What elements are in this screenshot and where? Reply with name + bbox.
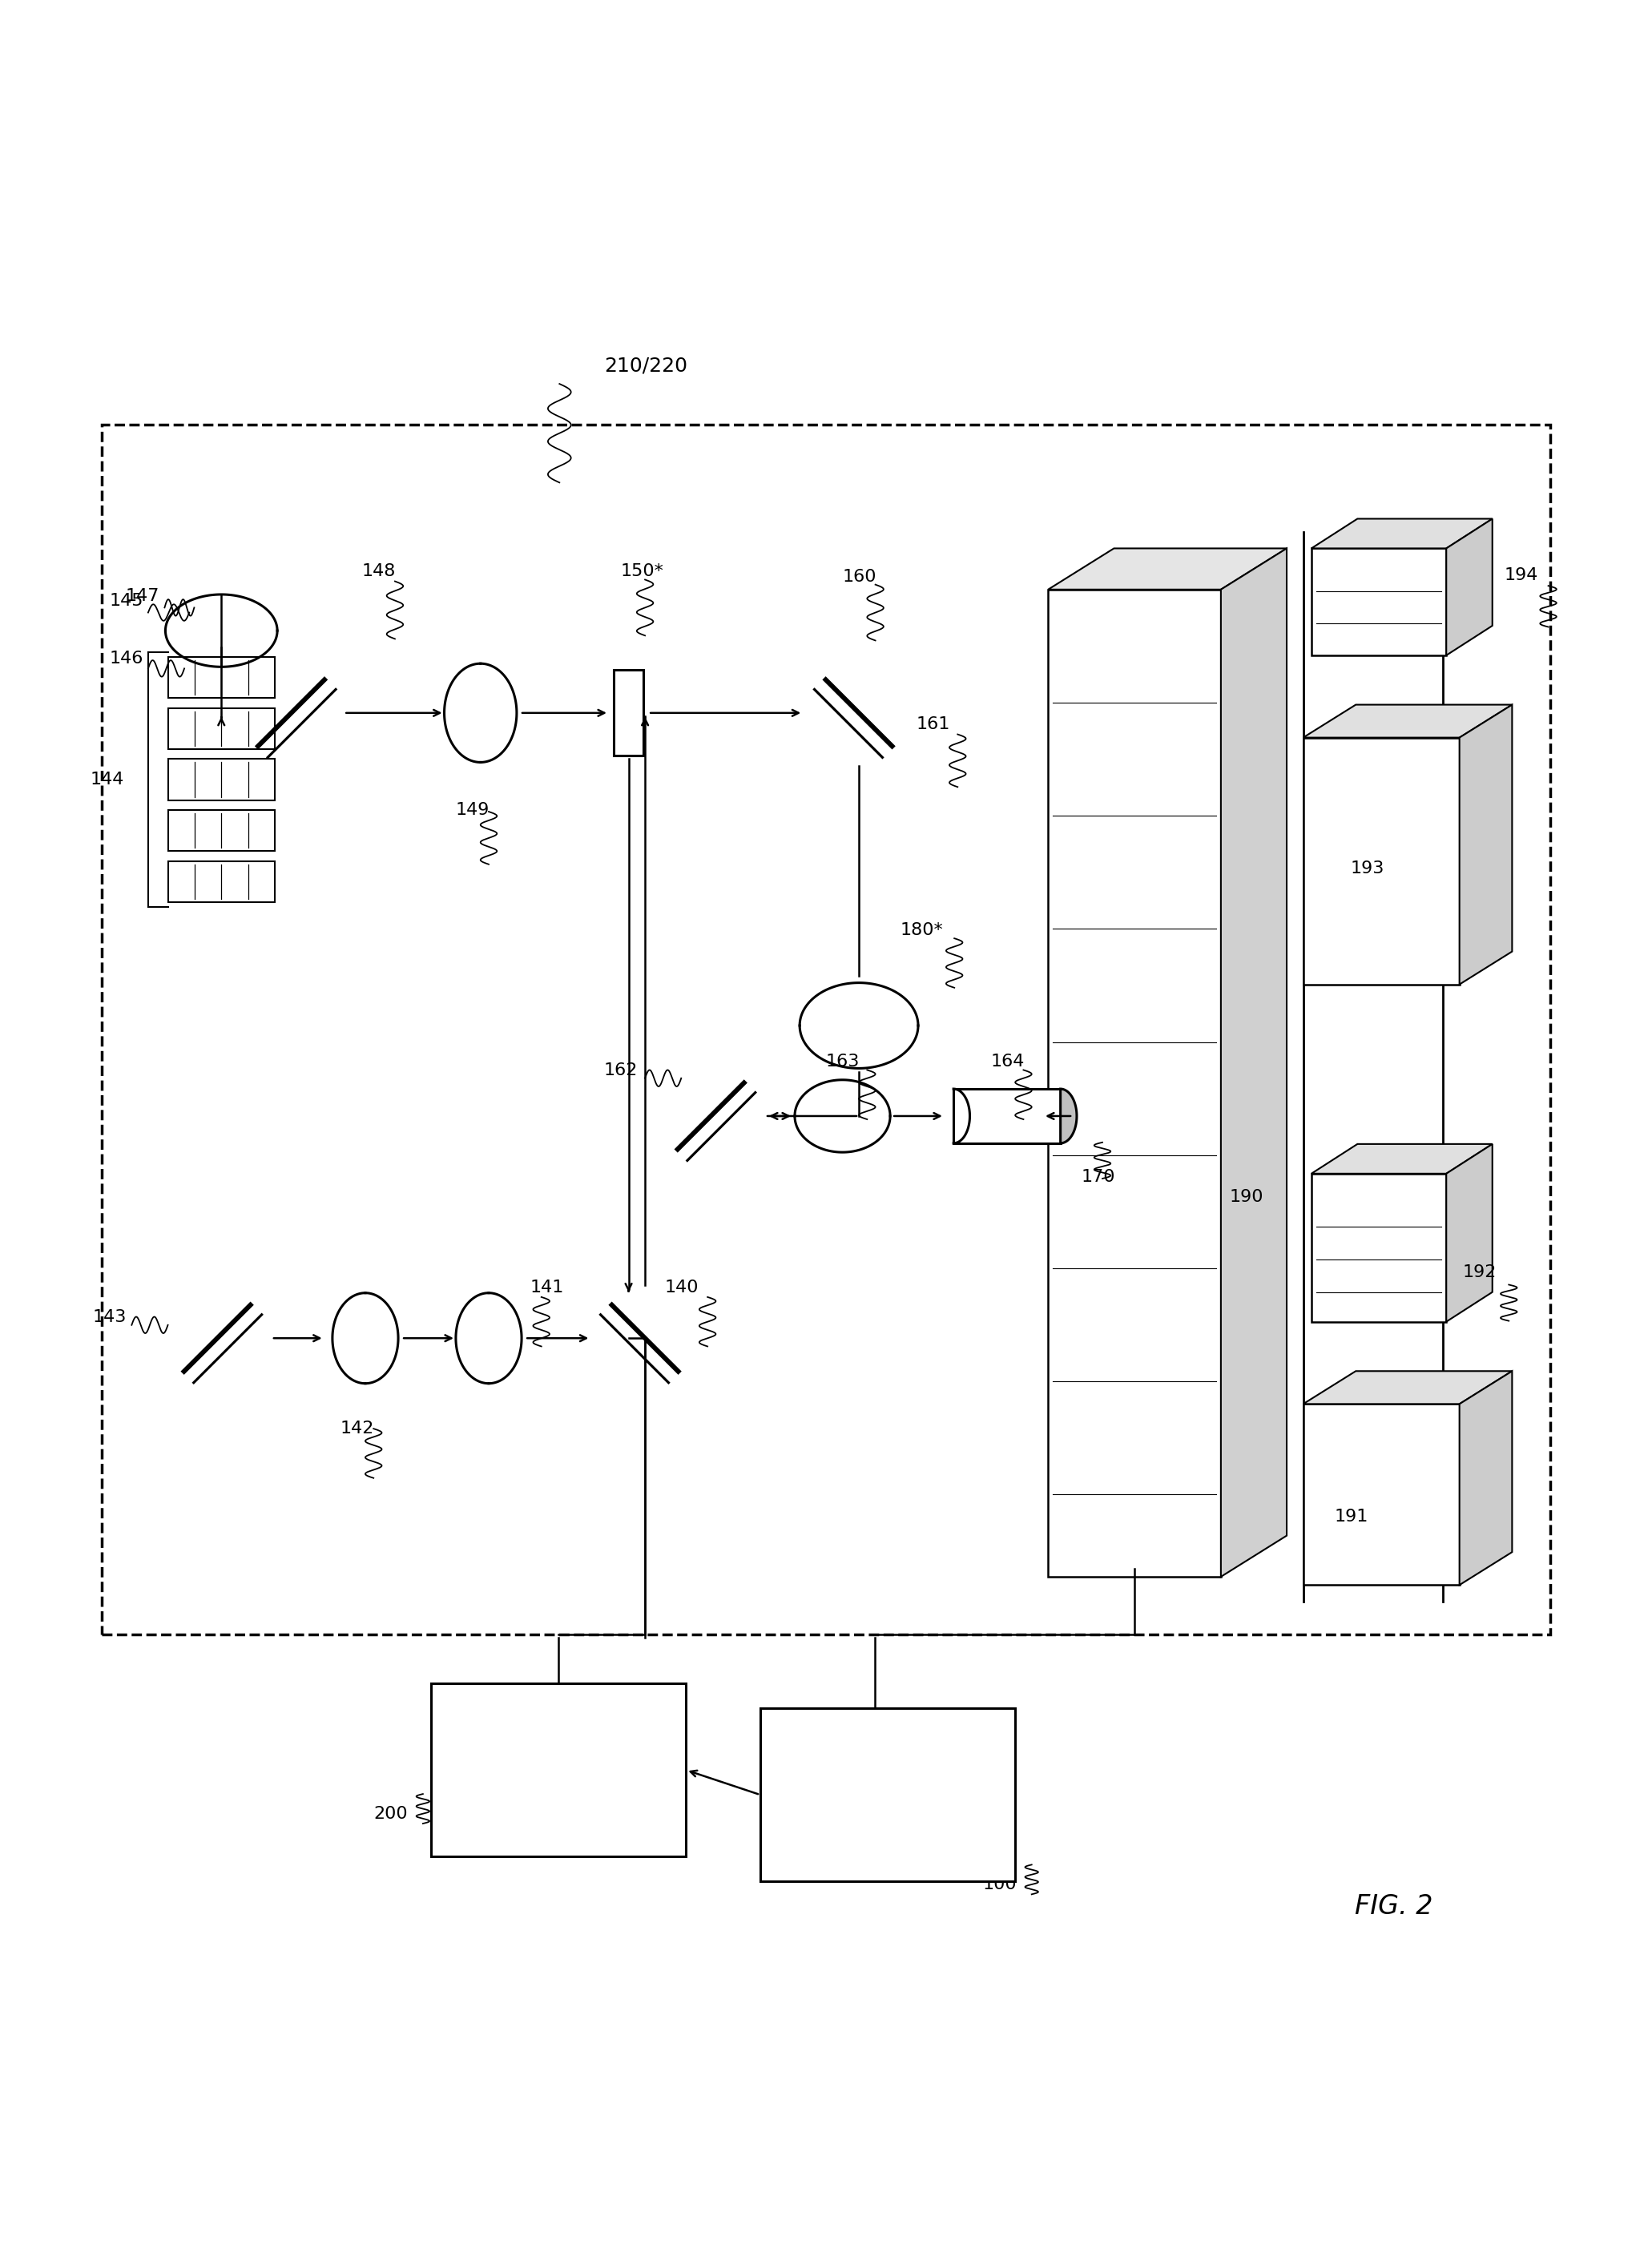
Bar (169, 811, 274, 852)
Polygon shape (1047, 548, 1287, 589)
Polygon shape (1459, 1370, 1512, 1586)
Text: 163: 163 (826, 1053, 861, 1069)
Bar (169, 861, 274, 901)
Text: 144: 144 (89, 772, 124, 788)
Bar (953, 1089, 1061, 1144)
Text: 210/220: 210/220 (605, 356, 687, 376)
Polygon shape (1459, 704, 1512, 985)
Text: 142: 142 (340, 1420, 373, 1436)
Text: 190: 190 (1229, 1189, 1264, 1205)
Text: 164: 164 (991, 1053, 1024, 1069)
Text: 194: 194 (1503, 569, 1538, 584)
Text: FIG. 2: FIG. 2 (1355, 1894, 1432, 1921)
Text: 180*: 180* (900, 922, 943, 938)
Bar (1047, 589, 1221, 1576)
Text: 140: 140 (664, 1280, 699, 1296)
Polygon shape (1221, 548, 1287, 1576)
Polygon shape (1061, 1089, 1077, 1144)
Bar (760, 1708, 1016, 1882)
Text: 147: 147 (126, 589, 160, 605)
Bar (615, 670, 643, 757)
Text: BEAM
DIRECTING
ARRANGEMENT: BEAM DIRECTING ARRANGEMENT (497, 1744, 621, 1796)
Polygon shape (1312, 519, 1492, 548)
Text: 200: 200 (373, 1805, 408, 1821)
Text: 160: 160 (843, 569, 877, 584)
Polygon shape (1446, 1144, 1492, 1323)
Bar (102, 426, 1550, 1635)
Bar (169, 709, 274, 750)
Polygon shape (1303, 704, 1512, 738)
Bar (169, 657, 274, 698)
Text: 100: 100 (983, 1878, 1016, 1894)
Bar (431, 1683, 686, 1857)
Text: 145: 145 (109, 593, 144, 609)
Bar (1312, 548, 1446, 655)
Text: 170: 170 (1080, 1169, 1115, 1185)
Text: 193: 193 (1350, 861, 1384, 877)
Bar (1303, 1404, 1459, 1585)
Polygon shape (1303, 1370, 1512, 1404)
Text: 191: 191 (1335, 1508, 1368, 1524)
Text: 143: 143 (93, 1309, 127, 1325)
Polygon shape (1446, 519, 1492, 655)
Text: PROCESSING
ARRANGEMENT: PROCESSING ARRANGEMENT (826, 1778, 950, 1812)
Bar (1312, 1173, 1446, 1323)
Text: 161: 161 (917, 716, 950, 732)
Text: 162: 162 (605, 1062, 638, 1078)
Text: 148: 148 (362, 564, 396, 580)
Text: 150*: 150* (621, 564, 664, 580)
Bar (1303, 738, 1459, 985)
Bar (169, 759, 274, 800)
Text: 146: 146 (109, 650, 144, 666)
Text: 149: 149 (456, 802, 489, 818)
Polygon shape (1312, 1144, 1492, 1173)
Text: 141: 141 (530, 1280, 563, 1296)
Text: 192: 192 (1462, 1264, 1497, 1280)
